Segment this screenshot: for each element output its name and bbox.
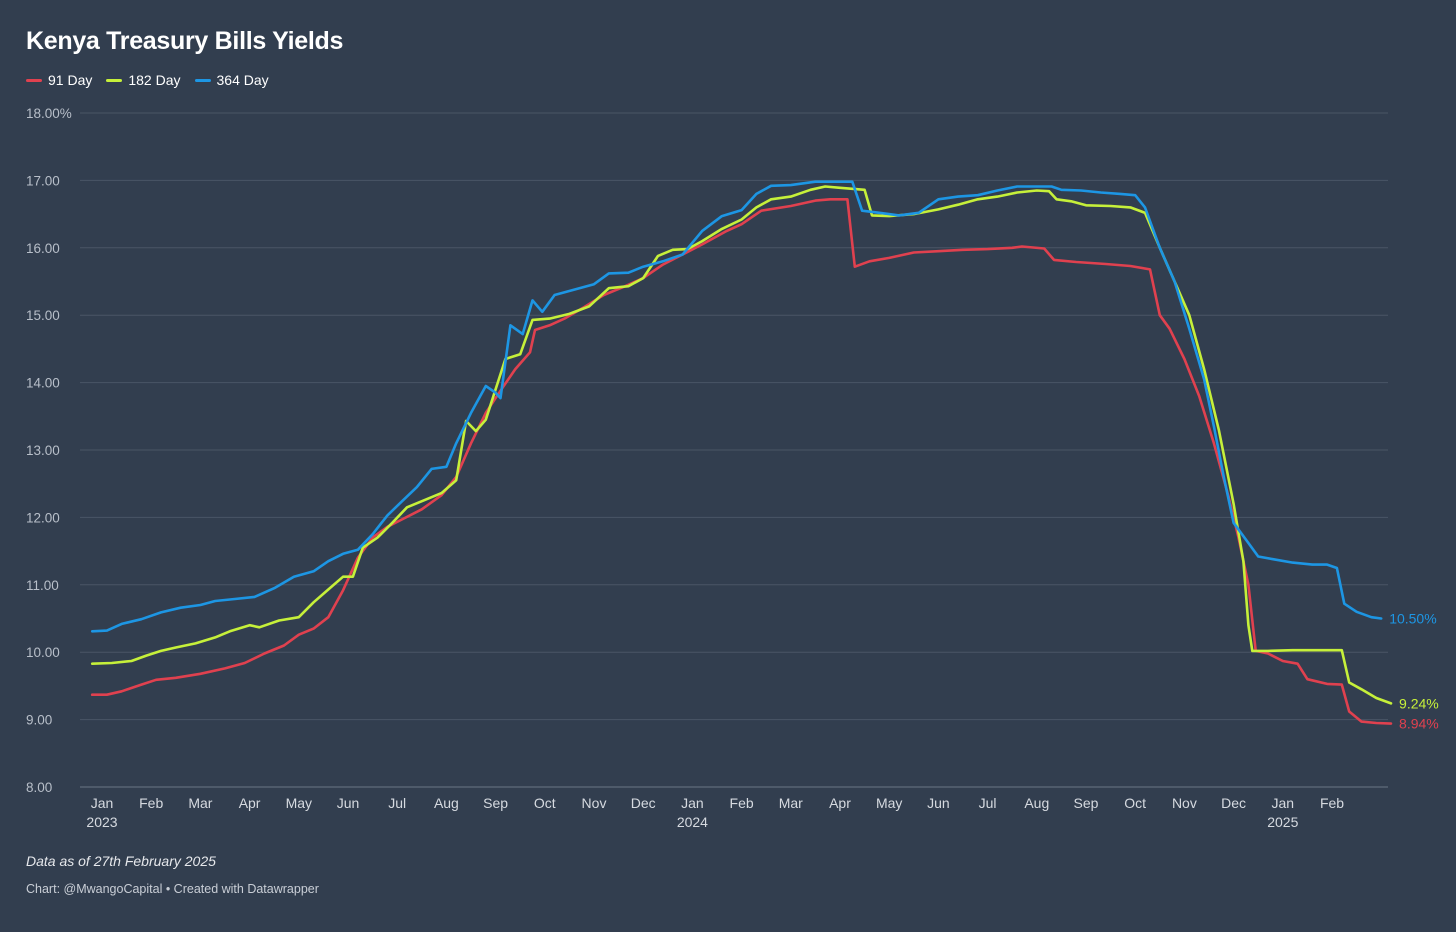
x-tick-label: Aug bbox=[1024, 795, 1049, 811]
x-tick-year-label: 2024 bbox=[677, 814, 708, 830]
x-tick-label: Aug bbox=[434, 795, 459, 811]
chart-title: Kenya Treasury Bills Yields bbox=[26, 27, 344, 55]
end-label-364-day: 10.50% bbox=[1389, 611, 1436, 627]
x-tick-label: Sep bbox=[1074, 795, 1099, 811]
y-tick-label: 10.00 bbox=[26, 645, 60, 660]
end-label-91-day: 8.94% bbox=[1399, 716, 1439, 732]
x-tick-year-label: 2023 bbox=[86, 814, 117, 830]
x-tick-label: Nov bbox=[1172, 795, 1197, 811]
x-tick-year-label: 2025 bbox=[1267, 814, 1298, 830]
y-tick-label: 13.00 bbox=[26, 443, 60, 458]
legend-item-91-day: 91 Day bbox=[26, 72, 92, 88]
y-tick-label: 17.00 bbox=[26, 173, 60, 188]
end-label-182-day: 9.24% bbox=[1399, 695, 1439, 711]
x-tick-label: Oct bbox=[534, 795, 556, 811]
series-line-182-day bbox=[90, 185, 1393, 705]
y-tick-label: 16.00 bbox=[26, 241, 60, 256]
x-tick-label: Jan bbox=[1272, 795, 1295, 811]
x-tick-label: Feb bbox=[1320, 795, 1344, 811]
legend-label-364-day: 364 Day bbox=[216, 72, 269, 88]
data-note: Data as of 27th February 2025 bbox=[26, 853, 216, 869]
x-tick-label: Sep bbox=[483, 795, 508, 811]
chart-credit: Chart: @MwangoCapital • Created with Dat… bbox=[26, 882, 319, 896]
x-tick-label: Nov bbox=[582, 795, 607, 811]
x-tick-label: Jul bbox=[388, 795, 406, 811]
series-line-364-day bbox=[90, 180, 1383, 633]
legend-label-91-day: 91 Day bbox=[48, 72, 93, 88]
legend-label-182-day: 182 Day bbox=[128, 72, 181, 88]
x-tick-label: Mar bbox=[188, 795, 212, 811]
x-tick-label: Dec bbox=[631, 795, 656, 811]
y-tick-label: 8.00 bbox=[26, 780, 52, 795]
x-tick-label: Apr bbox=[239, 795, 261, 811]
y-tick-label: 11.00 bbox=[26, 578, 59, 593]
y-tick-label: 18.00% bbox=[26, 106, 72, 121]
legend-item-364-day: 364 Day bbox=[194, 72, 269, 88]
x-tick-label: May bbox=[876, 795, 902, 811]
x-tick-label: Apr bbox=[829, 795, 851, 811]
x-tick-label: Jul bbox=[979, 795, 997, 811]
x-tick-label: Mar bbox=[779, 795, 803, 811]
x-tick-label: Jan bbox=[681, 795, 704, 811]
legend-item-182-day: 182 Day bbox=[106, 72, 181, 88]
y-tick-label: 9.00 bbox=[26, 713, 52, 728]
x-tick-label: Jan bbox=[91, 795, 114, 811]
legend-swatch-91-day bbox=[26, 78, 42, 82]
y-tick-label: 12.00 bbox=[26, 510, 60, 525]
legend: 91 Day 182 Day 364 Day bbox=[26, 72, 269, 88]
y-tick-label: 14.00 bbox=[26, 376, 60, 391]
x-tick-label: Feb bbox=[139, 795, 163, 811]
legend-swatch-182-day bbox=[106, 78, 123, 82]
legend-swatch-364-day bbox=[194, 78, 211, 82]
x-tick-label: May bbox=[286, 795, 312, 811]
x-tick-label: Feb bbox=[730, 795, 754, 811]
x-tick-label: Jun bbox=[927, 795, 950, 811]
x-tick-label: Oct bbox=[1124, 795, 1146, 811]
x-tick-label: Dec bbox=[1221, 795, 1246, 811]
y-tick-label: 15.00 bbox=[26, 308, 60, 323]
x-tick-label: Jun bbox=[337, 795, 360, 811]
series-line-91-day bbox=[90, 198, 1393, 725]
